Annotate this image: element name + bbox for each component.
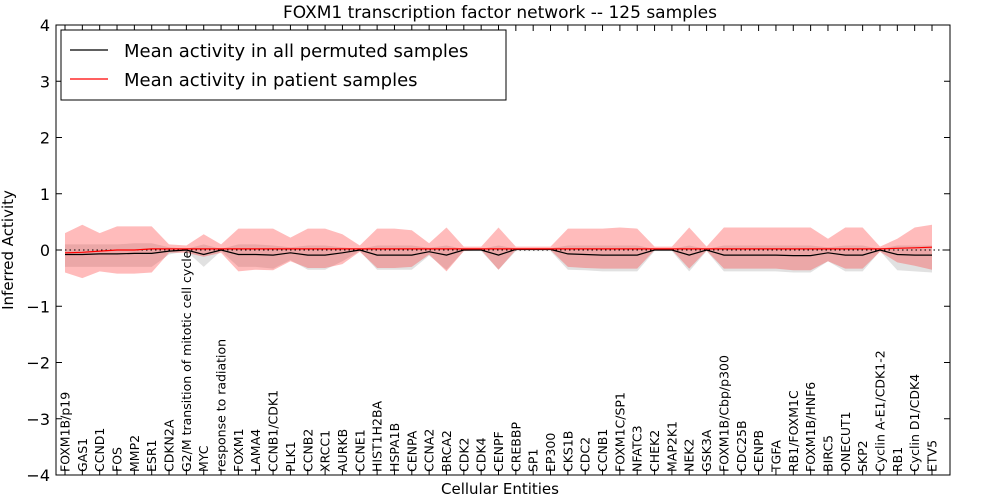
y-tick-label: 1 [40,185,50,204]
x-tick-label: CDC2 [578,437,593,472]
y-axis-label: Inferred Activity [0,190,17,310]
x-tick-label: FOXM1B/p19 [58,392,73,472]
y-tick-label: 2 [40,129,50,148]
x-tick-label: TGFA [768,440,783,473]
x-axis: FOXM1B/p19 GAS1 CCND1 FOS MMP2 ESR1 CDKN2A G2/M… [58,25,940,475]
x-tick-label: CCNB2 [300,429,315,472]
y-tick-label: −1 [26,297,50,316]
x-tick-label: CDC25B [734,420,749,472]
legend-box [60,29,507,101]
legend-label-patient: Mean activity in patient samples [124,70,418,91]
x-tick-label: GSK3A [699,429,714,472]
x-tick-label: SKP2 [855,440,870,472]
legend: Mean activity in all permuted samples Me… [60,29,507,101]
x-tick-label: PLK1 [283,441,298,472]
x-tick-label: NEK2 [682,439,697,472]
x-tick-label: CDK2 [456,437,471,472]
x-axis-label: Cellular Entities [441,480,559,498]
x-tick-label: FOS [110,447,125,472]
y-axis: −4 −3 −2 −1 0 1 2 3 4 [26,16,950,485]
x-tick-label: MAP2K1 [664,421,679,472]
x-tick-label: NFATC3 [630,425,645,472]
x-tick-label: FOXM1B/HNF6 [803,382,818,472]
x-tick-label: CHEK2 [647,430,662,472]
x-tick-label: CDKN2A [162,419,177,472]
series-line-1 [64,246,933,254]
y-tick-label: −2 [26,354,50,373]
x-tick-label: response to radiation [214,339,229,472]
x-tick-label: CENPB [751,430,766,472]
x-tick-label: ESR1 [144,440,159,472]
x-tick-label: HSPA1B [387,423,402,472]
x-tick-label: CENPF [491,431,506,472]
y-tick-label: 4 [40,16,50,35]
x-tick-label: FOXM1 [231,428,246,472]
x-tick-label: CCND1 [92,428,107,472]
x-tick-label: MYC [196,445,211,472]
confidence-bands [65,224,932,279]
x-tick-label: CCNE1 [352,429,367,472]
x-tick-label: ONECUT1 [838,411,853,472]
x-tick-label: CCNB1 [595,429,610,472]
x-tick-label: ETV5 [925,440,940,472]
x-tick-label: XRCC1 [318,430,333,472]
x-tick-label: RB1 [890,447,905,472]
x-tick-label: MMP2 [127,435,142,472]
x-tick-label: Cyclin D1/CDK4 [907,374,922,472]
chart-title: FOXM1 transcription factor network -- 12… [283,3,717,23]
y-tick-label: 0 [40,241,50,260]
x-tick-label: CENPA [404,430,419,472]
series-line-0 [65,248,932,257]
x-tick-label: BIRC5 [821,435,836,472]
x-tick-label: FOXM1B/Cbp/p300 [716,355,731,472]
x-tick-label: Cyclin A-E1/CDK1-2 [873,350,888,472]
x-tick-label: RB1/FOXM1C [786,390,801,472]
x-tick-label: CCNA2 [422,429,437,472]
x-tick-label: GAS1 [75,438,90,472]
y-tick-label: 3 [40,72,50,91]
x-tick-label: CDK4 [474,437,489,472]
x-tick-label: EP300 [543,433,558,472]
band-series-0 [65,243,932,273]
x-tick-label: CCNB1/CDK1 [266,390,281,472]
x-tick-label: G2/M transition of mitotic cell cycle [179,250,194,472]
legend-label-permuted: Mean activity in all permuted samples [124,41,468,62]
x-tick-label: CKS1B [560,431,575,472]
y-tick-label: −3 [26,410,50,429]
y-tick-label: −4 [26,466,50,485]
x-tick-label: HIST1H2BA [370,400,385,472]
x-tick-label: LAMA4 [248,429,263,472]
series-lines [56,246,950,257]
x-tick-label: FOXM1C/SP1 [612,392,627,472]
band-series-1 [65,224,932,279]
x-tick-label: SP1 [526,449,541,472]
x-tick-label: AURKB [335,429,350,472]
x-tick-label: CREBBP [508,422,523,472]
x-tick-label: BRCA2 [439,430,454,472]
